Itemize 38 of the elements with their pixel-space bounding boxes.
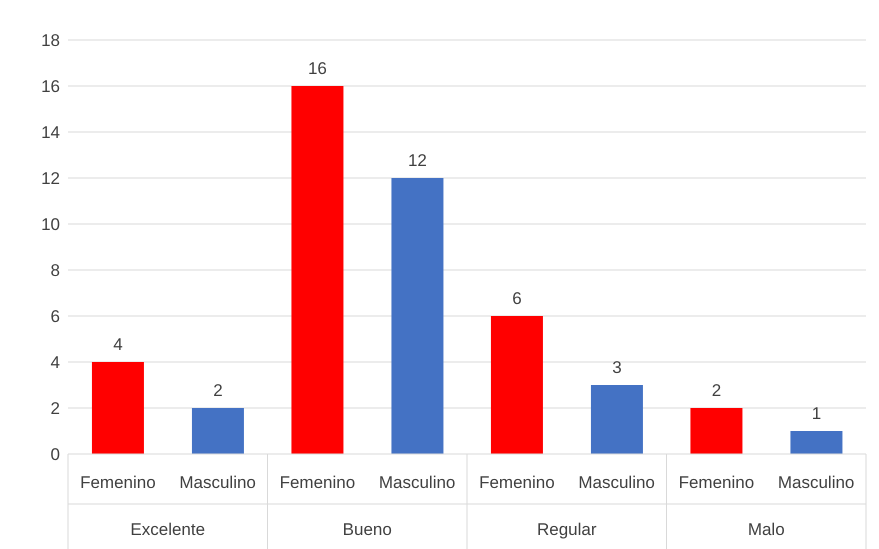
x-tick-label: Bueno [342,520,392,539]
data-label: 16 [308,59,327,78]
y-tick-label: 4 [50,353,60,372]
x-tick-label: Excelente [130,520,206,539]
data-label: 3 [612,358,622,377]
y-tick-label: 18 [41,31,60,50]
text: Masculino [378,473,456,492]
bar [790,431,842,454]
bar [192,408,244,454]
y-tick-label: 6 [50,307,60,326]
x-tick-label: Malo [748,520,785,539]
data-label: 1 [812,404,822,423]
y-tick-label: 0 [50,445,60,464]
x-tick-label: Regular [536,520,597,539]
bar [590,385,643,454]
bar [391,178,444,454]
bar [92,362,144,454]
y-tick-label: 14 [41,123,60,142]
text: Femenino [280,473,356,492]
series-label: Masculino [578,473,655,492]
series-label: Femenino [479,473,555,492]
bar [690,408,742,454]
bar [490,316,543,454]
bar [291,86,344,454]
y-tick-label: 16 [41,77,60,96]
y-tick-label: 12 [41,169,60,188]
data-label: 2 [712,381,722,400]
y-tick-label: 8 [50,261,60,280]
y-tick-label: 10 [41,215,60,234]
data-label: 6 [512,289,522,308]
data-label: 12 [408,151,427,170]
text: Masculino [778,473,854,492]
y-tick-label: 2 [50,399,60,418]
text: Femenino [80,473,156,492]
data-label: 2 [213,381,223,400]
data-label: 4 [113,335,123,354]
text: Masculino [179,473,256,492]
text: Femenino [678,473,754,492]
